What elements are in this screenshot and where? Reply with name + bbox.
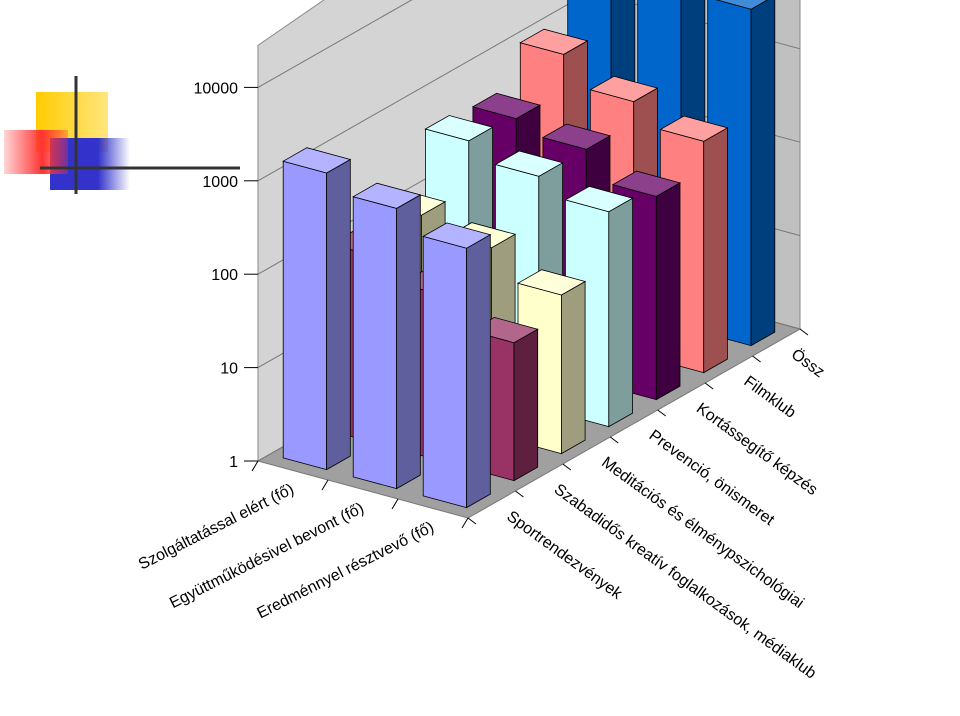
y-tick-label: 1000 xyxy=(202,174,238,191)
bar-top xyxy=(611,170,682,197)
bar-top xyxy=(471,92,542,120)
y-tick-label: 1 xyxy=(229,454,238,471)
bar xyxy=(282,147,352,471)
z-tick xyxy=(657,409,667,417)
x-tick xyxy=(321,479,329,491)
bar-side xyxy=(655,182,681,401)
z-tick xyxy=(799,328,809,336)
bar-top xyxy=(589,75,659,103)
x-tick xyxy=(391,498,399,510)
bar xyxy=(422,222,492,509)
series-label: Össz xyxy=(788,345,828,381)
bar-top xyxy=(422,222,492,249)
bar-side xyxy=(750,0,776,347)
z-tick xyxy=(609,436,619,444)
bar-side xyxy=(396,194,421,490)
bar-side xyxy=(561,280,586,455)
bar-front xyxy=(282,160,328,471)
y-tick-label: 10000 xyxy=(194,80,239,97)
bar-side xyxy=(703,127,728,374)
bars xyxy=(282,0,776,509)
bar-front xyxy=(422,235,468,509)
z-tick xyxy=(752,355,761,363)
x-tick xyxy=(251,460,259,472)
z-tick xyxy=(467,517,477,525)
bar-top xyxy=(659,115,729,142)
bar-top xyxy=(541,123,612,150)
z-tick xyxy=(515,490,524,498)
bar-top xyxy=(352,182,422,209)
z-tick xyxy=(704,382,714,390)
bar-side xyxy=(326,158,351,471)
squares-logo-icon xyxy=(4,76,240,194)
category-label: Eredménnyel résztvevő (fő) xyxy=(255,519,437,622)
series-label: Filmklub xyxy=(741,373,799,422)
x-tick xyxy=(461,517,469,529)
gridline xyxy=(257,0,413,88)
bar-front xyxy=(352,196,398,490)
bar-top xyxy=(715,0,769,10)
bar xyxy=(352,182,422,490)
bar-side xyxy=(608,197,633,428)
bar-top xyxy=(424,115,494,142)
bar-top xyxy=(564,185,634,213)
squares-logo xyxy=(0,0,260,200)
z-tick xyxy=(562,463,572,471)
bar-side xyxy=(513,328,539,482)
bar-side xyxy=(466,234,491,509)
bar-top xyxy=(494,150,564,177)
bar-top xyxy=(519,28,589,55)
category-label: Együttműködésivel bevont (fő) xyxy=(167,500,367,612)
bar-top xyxy=(282,147,352,174)
y-tick-label: 100 xyxy=(211,267,238,284)
y-tick-label: 10 xyxy=(220,361,238,378)
bar-top xyxy=(516,269,587,296)
